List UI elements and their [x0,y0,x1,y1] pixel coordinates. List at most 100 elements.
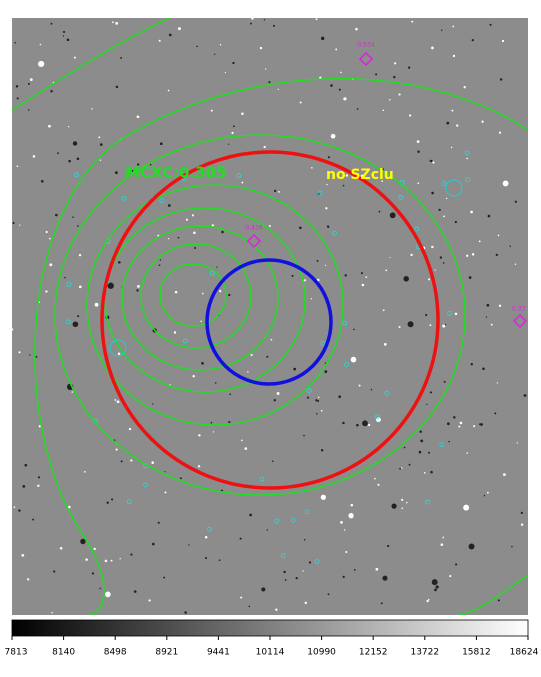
star [389,212,396,219]
star [401,467,403,469]
colorbar-label: 10990 [307,648,336,658]
star [401,507,404,510]
star [511,546,513,548]
colorbar-label: 15812 [462,648,491,658]
star [232,61,235,65]
star [468,276,472,279]
star [120,56,123,59]
star [446,121,450,125]
star [407,66,411,69]
diamond-markers [246,51,528,329]
star [224,71,226,74]
star [383,343,387,346]
star [214,53,216,55]
star [330,133,336,139]
star [360,272,363,275]
star [112,21,114,24]
star [451,109,454,112]
galaxy-marker [439,442,445,448]
star [263,19,266,21]
star [91,572,95,575]
star [13,506,16,509]
star [458,425,461,428]
star [137,163,140,166]
star [266,529,268,531]
star [382,309,385,312]
colorbar-label: 18624 [510,648,539,658]
star [478,240,481,243]
star [375,73,378,76]
star [378,210,381,213]
star [403,446,406,449]
star [283,570,286,574]
star [486,303,490,307]
star [497,599,500,602]
star [382,575,388,581]
star [180,477,182,480]
star [173,331,177,334]
star [227,143,230,145]
star [308,561,312,564]
star [327,593,330,596]
star [201,362,204,365]
star [320,409,323,412]
star [264,68,267,70]
star [114,399,117,401]
galaxy-marker [74,172,79,178]
star [50,89,53,93]
star [418,450,422,454]
redshift-label: 0.416 [245,225,262,232]
star [273,24,276,27]
star [483,495,486,497]
star [502,180,509,187]
star [416,140,420,143]
star [94,302,99,307]
star [111,498,114,501]
star [18,509,21,512]
colorbar-label: 13722 [410,648,439,658]
star [196,45,198,48]
star [248,605,251,608]
star [498,304,502,308]
star [118,261,121,264]
star [368,423,371,427]
star [115,85,119,89]
star [241,112,244,115]
star [450,146,453,149]
star [445,197,448,200]
galaxy-marker [399,179,405,185]
star [427,278,431,281]
star [303,434,305,437]
star [168,33,172,37]
star [21,553,25,557]
star [496,382,498,384]
star [479,423,482,426]
star [159,259,162,261]
star [514,200,517,203]
star [53,570,56,573]
star [342,421,345,425]
star [426,403,428,406]
star [273,189,277,193]
star [417,182,420,185]
star [194,247,197,250]
contour [86,184,344,426]
star [427,598,430,601]
galaxy-marker [344,362,349,367]
star [324,264,327,267]
star [158,39,161,42]
star [342,575,345,578]
star [99,587,102,590]
star [229,393,232,396]
star [498,131,502,134]
galaxy-marker [398,194,404,200]
star [99,143,103,146]
galaxy-marker [441,181,447,187]
galaxy-marker [447,311,452,316]
star [494,412,497,415]
star [449,574,452,578]
star [76,157,80,161]
star [106,501,109,504]
star [80,538,86,545]
star [152,403,154,405]
